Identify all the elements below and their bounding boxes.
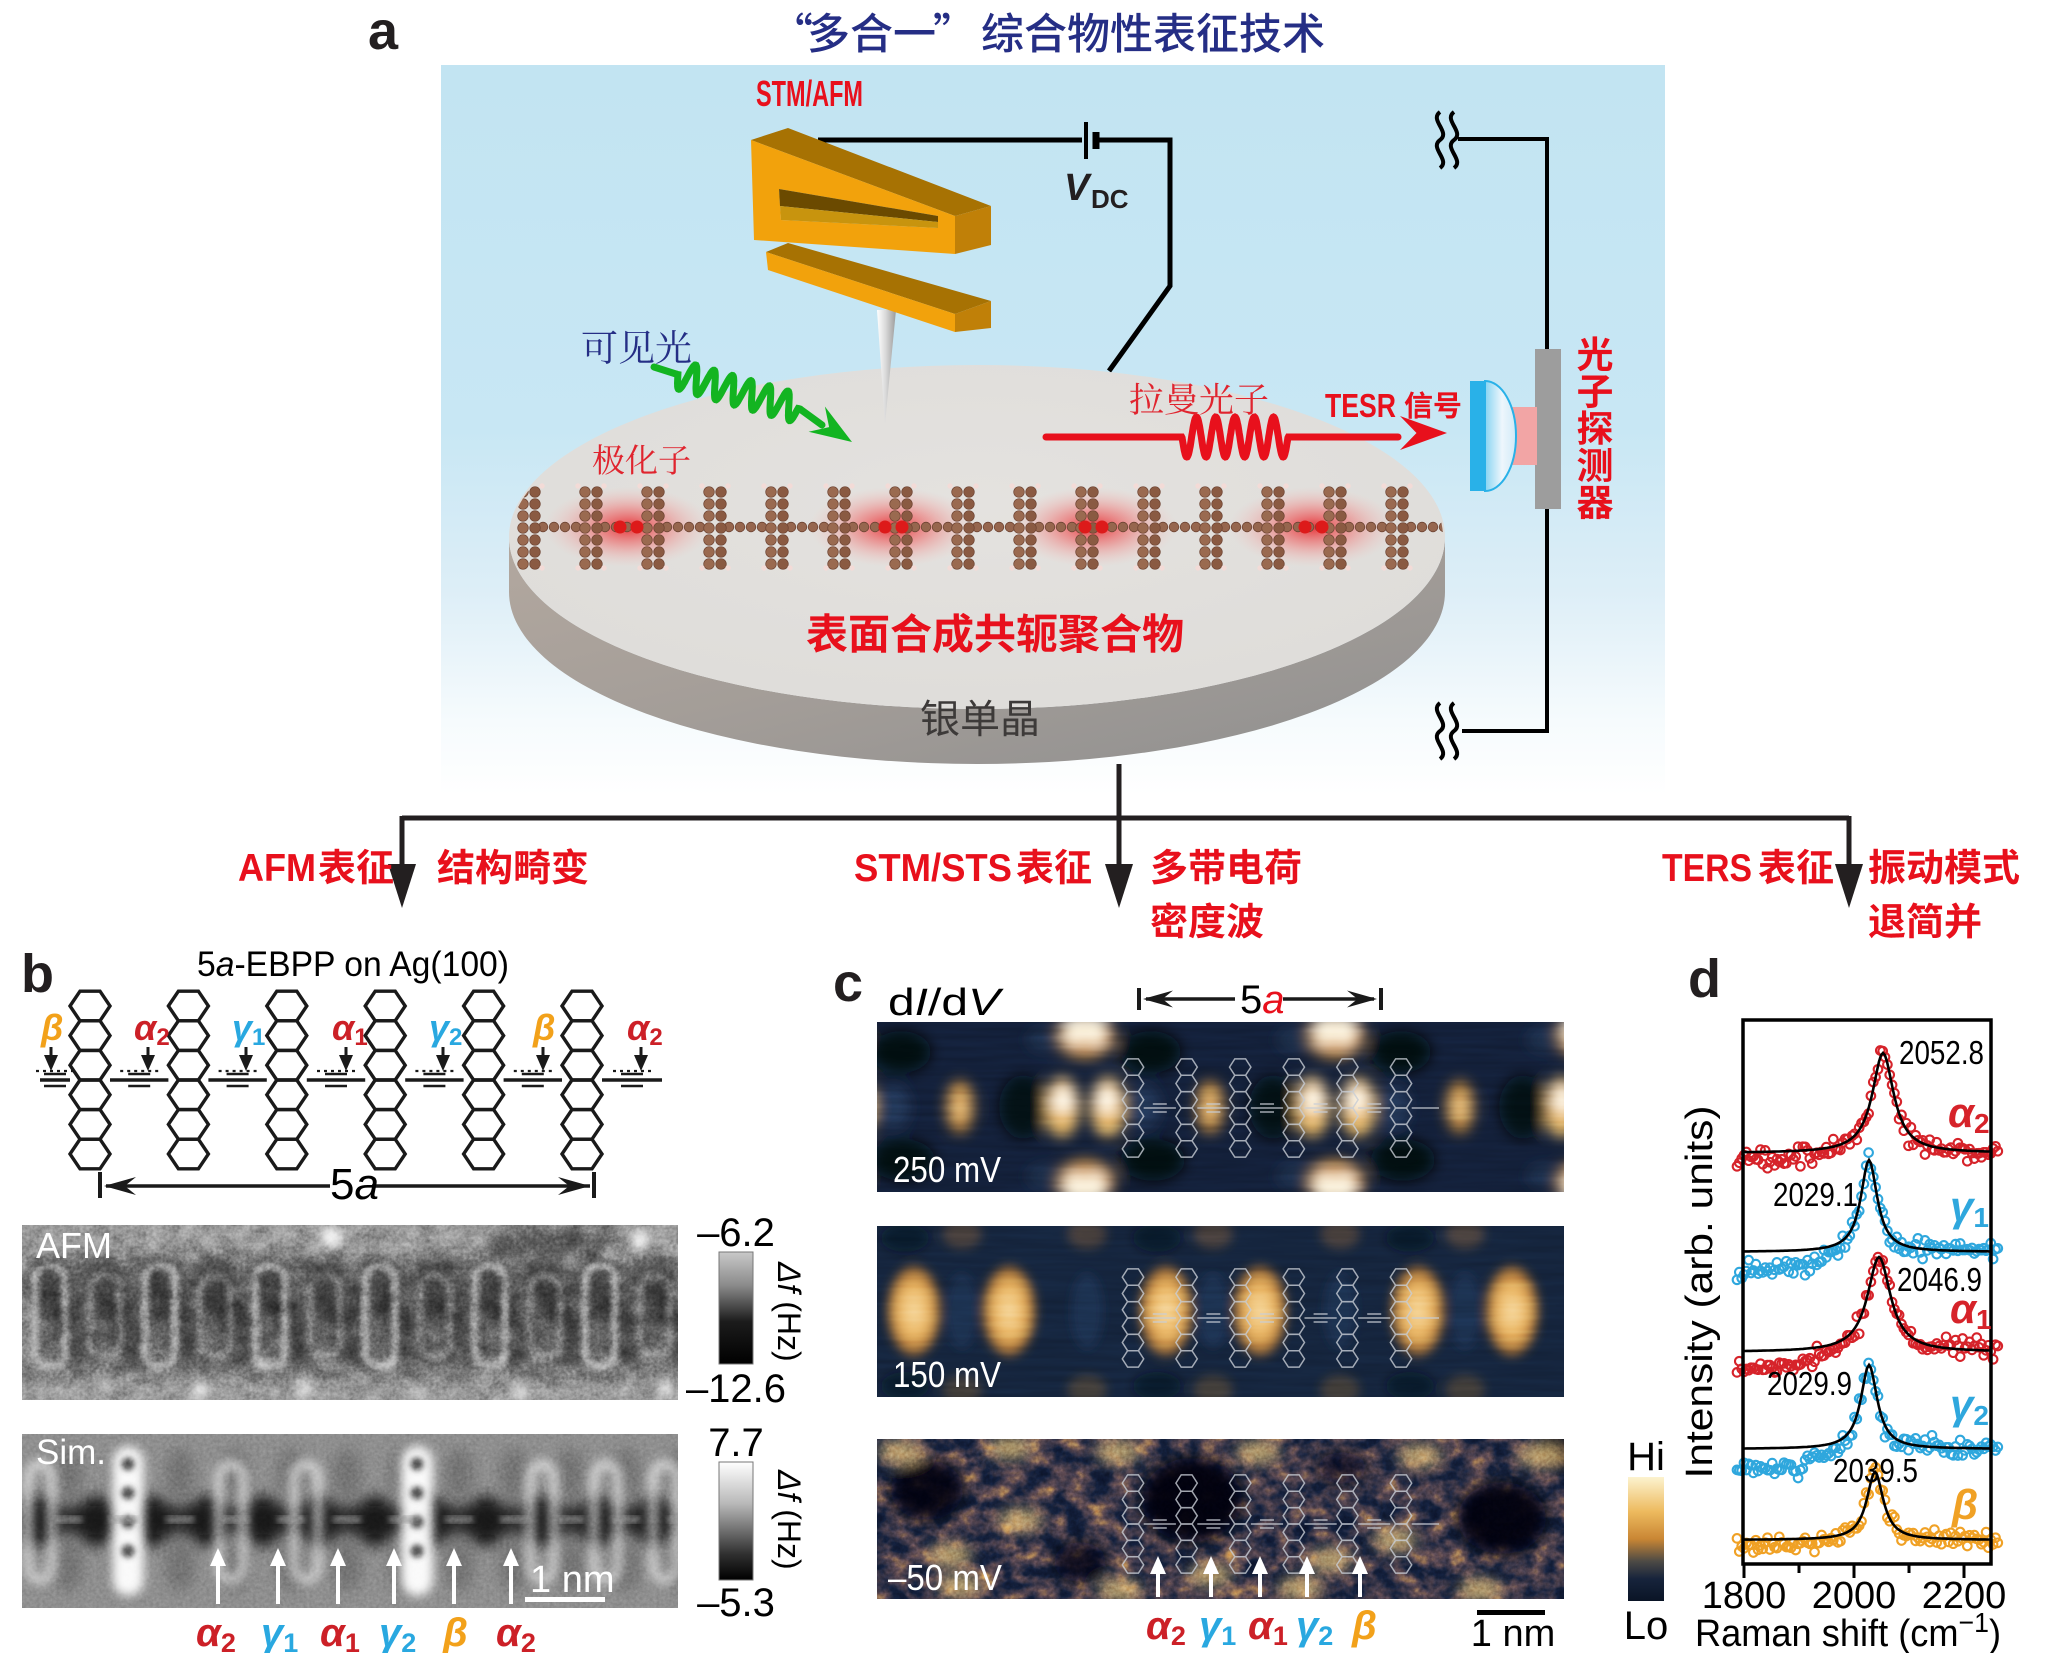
svg-text:V: V <box>1064 167 1092 209</box>
svg-text:γ2: γ2 <box>1296 1604 1333 1651</box>
svg-text:Hi: Hi <box>1627 1435 1665 1479</box>
svg-text:α2: α2 <box>496 1611 536 1653</box>
svg-text:2200: 2200 <box>1922 1575 2007 1617</box>
svg-text:γ2: γ2 <box>429 1007 462 1051</box>
svg-text:α2: α2 <box>134 1007 170 1051</box>
svg-text:β: β <box>442 1611 468 1653</box>
svg-text:γ1: γ1 <box>232 1007 265 1051</box>
svg-text:7.7: 7.7 <box>708 1421 764 1465</box>
svg-text:AFM: AFM <box>238 847 316 890</box>
svg-text:β: β <box>1351 1604 1377 1648</box>
svg-text:α1: α1 <box>332 1007 368 1051</box>
svg-text:γ1: γ1 <box>1199 1604 1236 1651</box>
svg-text:TERS: TERS <box>1662 847 1752 890</box>
svg-text:d: d <box>1688 949 1721 1009</box>
svg-text:γ1: γ1 <box>1950 1183 1989 1233</box>
svg-text:α1: α1 <box>320 1611 360 1653</box>
svg-text:–50 mV: –50 mV <box>888 1557 1002 1598</box>
svg-text:α2: α2 <box>627 1007 663 1051</box>
svg-text:2046.9: 2046.9 <box>1897 1261 1982 1298</box>
svg-text:Lo: Lo <box>1624 1604 1669 1648</box>
svg-text:STM/STS: STM/STS <box>854 847 1012 890</box>
svg-text:–6.2: –6.2 <box>697 1211 775 1255</box>
svg-text:α2: α2 <box>1146 1604 1186 1651</box>
svg-text:5a: 5a <box>1240 978 1285 1022</box>
svg-text:5a-EBPP on Ag(100): 5a-EBPP on Ag(100) <box>197 945 509 984</box>
svg-text:1 nm: 1 nm <box>1471 1613 1555 1653</box>
svg-text:TESR: TESR <box>1325 387 1396 424</box>
svg-text:Raman shift (cm−1): Raman shift (cm−1) <box>1695 1607 2001 1653</box>
svg-text:β: β <box>40 1007 63 1048</box>
svg-text:150 mV: 150 mV <box>893 1354 1001 1395</box>
svg-text:Δf (Hz): Δf (Hz) <box>771 1469 807 1570</box>
svg-text:c: c <box>833 953 863 1013</box>
svg-text:Δf (Hz): Δf (Hz) <box>771 1261 807 1362</box>
svg-text:AFM: AFM <box>36 1225 112 1266</box>
svg-text:γ1: γ1 <box>261 1611 298 1653</box>
svg-text:–5.3: –5.3 <box>697 1581 775 1625</box>
svg-text:2029.1: 2029.1 <box>1773 1176 1858 1213</box>
svg-text:250 mV: 250 mV <box>893 1149 1001 1190</box>
svg-text:Sim.: Sim. <box>36 1433 106 1472</box>
svg-text:DC: DC <box>1091 184 1129 214</box>
svg-text:Intensity (arb. units): Intensity (arb. units) <box>1679 1106 1721 1479</box>
svg-text:STM/AFM: STM/AFM <box>756 73 863 114</box>
svg-text:β: β <box>532 1007 555 1048</box>
svg-text:b: b <box>21 944 54 1004</box>
svg-text:β: β <box>1951 1481 1978 1528</box>
svg-text:α2: α2 <box>1948 1089 1990 1139</box>
svg-text:2039.5: 2039.5 <box>1833 1452 1918 1489</box>
svg-text:5a: 5a <box>330 1160 379 1209</box>
svg-text:2029.9: 2029.9 <box>1767 1365 1852 1402</box>
svg-text:α1: α1 <box>1950 1285 1992 1335</box>
svg-text:2000: 2000 <box>1812 1575 1897 1617</box>
svg-text:–12.6: –12.6 <box>686 1367 786 1411</box>
svg-text:1 nm: 1 nm <box>530 1559 614 1601</box>
svg-text:2052.8: 2052.8 <box>1899 1034 1984 1071</box>
svg-text:a: a <box>368 1 399 61</box>
svg-text:α2: α2 <box>196 1611 236 1653</box>
svg-text:dI/dV: d I/d V <box>888 982 1005 1024</box>
svg-text:γ2: γ2 <box>1950 1381 1989 1431</box>
svg-text:α1: α1 <box>1248 1604 1288 1651</box>
svg-text:1800: 1800 <box>1702 1575 1787 1617</box>
svg-text:γ2: γ2 <box>379 1611 416 1653</box>
